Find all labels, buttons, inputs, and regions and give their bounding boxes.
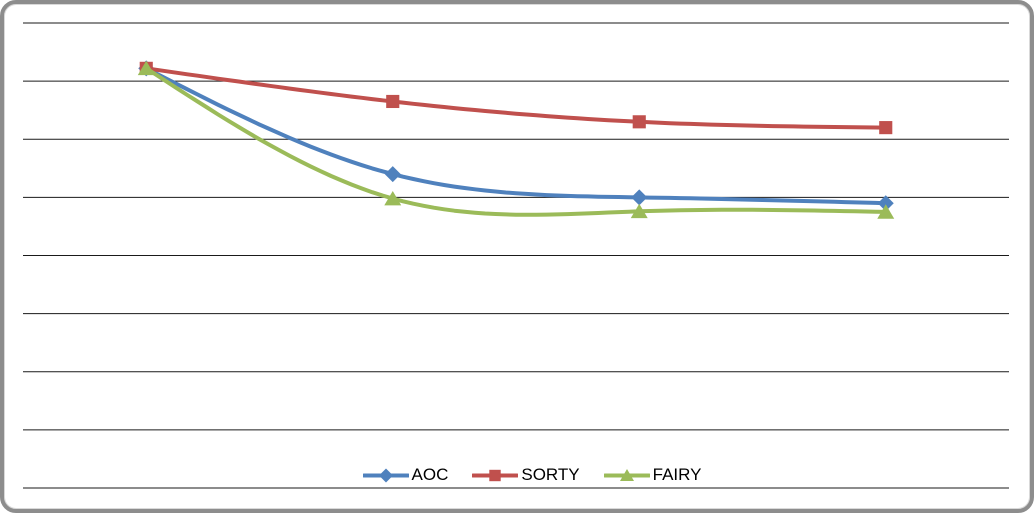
fairy-triangle-marker-icon[interactable] [630,203,648,219]
chart-legend: AOC SORTY FAIRY [19,465,1030,485]
aoc-diamond-marker-icon[interactable] [631,189,648,206]
sorty-square-line-icon [472,469,519,481]
fairy-triangle-marker-icon[interactable] [877,204,895,219]
aoc-diamond-marker-icon[interactable] [384,166,401,183]
sorty-square-marker-icon[interactable] [386,94,400,109]
triangle-marker-icon [619,468,634,481]
diamond-marker-icon [378,468,393,482]
square-marker-icon [489,469,502,481]
legend-item-sorty[interactable]: SORTY [472,465,580,485]
legend-item-fairy[interactable]: FAIRY [603,465,702,485]
aoc-series-line[interactable] [144,66,888,206]
aoc-diamond-line-icon [362,468,409,482]
sorty-square-marker-icon[interactable] [879,121,893,135]
legend-label-aoc: AOC [411,465,449,484]
line-chart-plot-area [23,22,1009,489]
fairy-triangle-marker-icon[interactable] [384,190,402,206]
legend-label-sorty: SORTY [521,465,580,484]
fairy-series-line[interactable] [144,66,888,217]
fairy-triangle-marker-icon[interactable] [137,60,155,76]
legend-label-fairy: FAIRY [652,465,702,484]
sorty-series-line[interactable] [144,66,888,130]
fairy-triangle-line-icon [603,468,650,481]
legend-item-aoc[interactable]: AOC [362,465,449,485]
aoc-diamond-marker-icon[interactable] [877,195,894,212]
sorty-square-marker-icon[interactable] [632,115,646,129]
